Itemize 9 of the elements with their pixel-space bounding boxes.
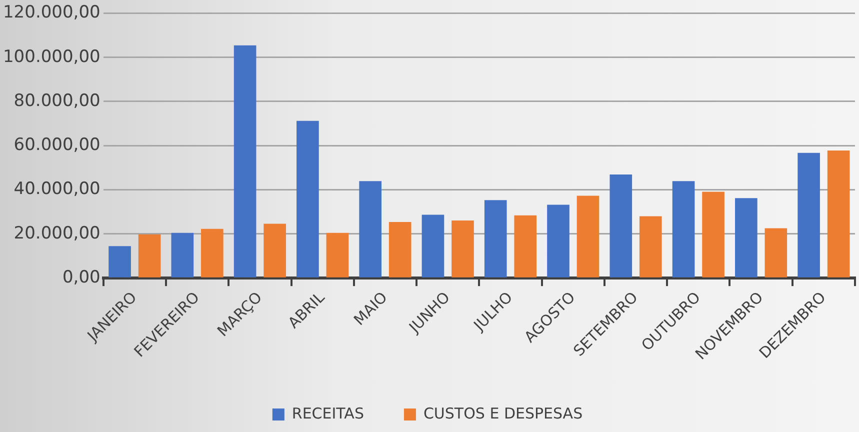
y-tick-label: 60.000,00: [14, 135, 100, 156]
legend-label: RECEITAS: [292, 404, 364, 422]
y-tick-label: 40.000,00: [14, 179, 100, 200]
y-tick-label: 100.000,00: [2, 46, 100, 67]
legend-label: CUSTOS E DESPESAS: [423, 404, 583, 422]
y-tick-label: 120.000,00: [2, 2, 100, 23]
y-tick-label: 80.000,00: [14, 90, 100, 111]
y-tick-label: 20.000,00: [14, 223, 100, 244]
y-tick-label: 0,00: [62, 267, 100, 288]
